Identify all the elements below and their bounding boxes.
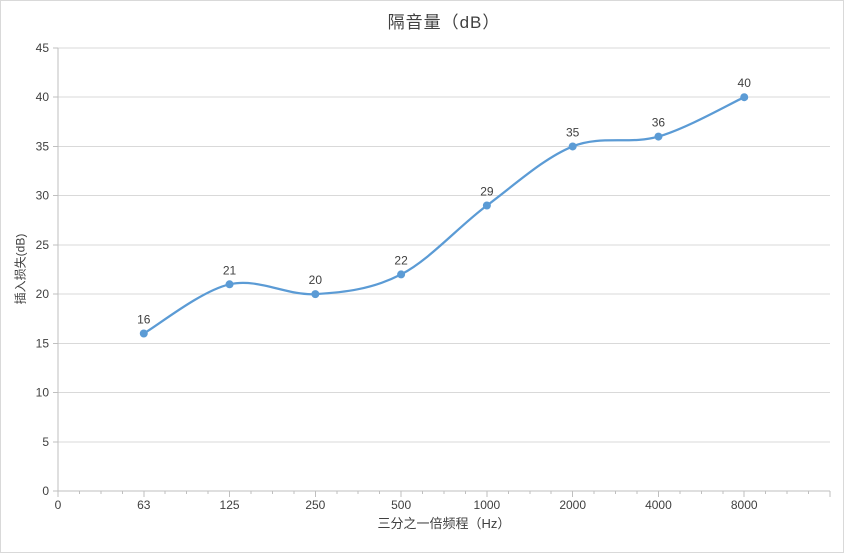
x-axis-title: 三分之一倍频程（Hz） [377,516,511,531]
chart-title: 隔音量（dB） [387,13,501,32]
x-tick-label: 500 [391,498,411,512]
x-tick-label: 4000 [645,498,672,512]
x-tick-label: 125 [220,498,240,512]
data-point-marker [397,270,406,279]
data-label: 40 [738,76,752,90]
data-point-marker [482,201,491,210]
data-label: 22 [394,253,408,267]
y-tick-label: 5 [42,435,49,449]
data-label: 35 [566,125,580,139]
data-label: 16 [137,312,151,326]
x-tick-label: 63 [137,498,151,512]
x-tick-label: 0 [55,498,62,512]
data-point-marker [654,132,663,141]
data-point-marker [225,280,234,289]
y-tick-label: 25 [36,238,50,252]
x-tick-label: 2000 [559,498,586,512]
x-tick-label: 250 [305,498,325,512]
x-tick-label: 8000 [731,498,758,512]
series-line [142,96,746,335]
data-point-marker [311,290,320,299]
data-label: 29 [480,185,494,199]
data-label: 21 [223,263,237,277]
data-label: 20 [309,273,323,287]
y-tick-label: 35 [36,139,50,153]
y-tick-label: 20 [36,287,50,301]
y-tick-label: 30 [36,189,50,203]
data-point-marker [139,329,148,338]
y-tick-label: 10 [36,386,50,400]
y-tick-label: 15 [36,336,50,350]
data-label: 36 [652,116,666,130]
x-tick-label: 1000 [474,498,501,512]
y-tick-label: 40 [36,90,50,104]
y-tick-label: 0 [42,484,49,498]
y-tick-label: 45 [36,41,50,55]
data-point-marker [740,93,749,102]
data-point-marker [568,142,577,151]
